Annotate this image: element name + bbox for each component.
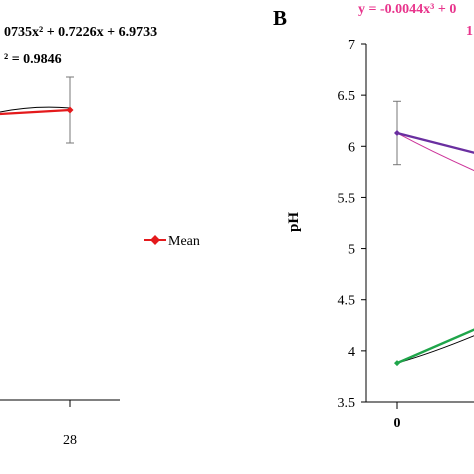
panel-a-r2: ² = 0.9846 bbox=[4, 52, 62, 67]
panel-b-y-tick-label: 3.5 bbox=[338, 396, 356, 411]
panel-b-y-ticks: 3.5 4 4.5 5 5.5 6 6.5 7 bbox=[338, 38, 366, 411]
panel-b-series-line-1 bbox=[396, 328, 474, 365]
panel-b-label: B bbox=[273, 6, 287, 30]
panel-b-y-axis-label: pH bbox=[286, 212, 302, 232]
panel-b-point-1-0 bbox=[394, 360, 400, 367]
panel-b-equation-line2: 1 bbox=[466, 24, 473, 39]
panel-a-trendline bbox=[0, 106, 71, 113]
panel-b-equation: y = -0.0044x³ + 0 bbox=[358, 2, 456, 17]
panel-b-trendline-0 bbox=[396, 132, 474, 172]
panel-a-series-line-mean bbox=[0, 108, 71, 116]
panel-b-y-tick-label: 6 bbox=[348, 140, 355, 155]
legend-marker-mean bbox=[150, 235, 160, 245]
panel-b-y-tick-label: 4.5 bbox=[338, 294, 356, 309]
panel-a-plot bbox=[0, 76, 74, 144]
panel-b-x-tick-label: 0 bbox=[394, 416, 401, 431]
panel-a-point-mean-28 bbox=[66, 106, 74, 114]
panel-b-y-tick-label: 5 bbox=[348, 243, 355, 258]
panel-a: 0735x² + 0.7226x + 6.9733 ² = 0.9846 28 … bbox=[0, 25, 200, 448]
panel-b-y-tick-label: 7 bbox=[348, 38, 355, 53]
legend-label-mean: Mean bbox=[168, 234, 200, 249]
panel-b-y-tick-label: 6.5 bbox=[338, 89, 356, 104]
panel-a-equation: 0735x² + 0.7226x + 6.9733 bbox=[4, 25, 157, 40]
panel-b-plot bbox=[393, 100, 474, 367]
panel-b-y-tick-label: 5.5 bbox=[338, 191, 356, 206]
panel-b-point-0-0 bbox=[394, 129, 400, 136]
panel-b-series-line-0 bbox=[396, 131, 474, 154]
panel-b: B y = -0.0044x³ + 0 1 pH 3.5 4 4.5 5 5.5 6 6.5… bbox=[273, 2, 474, 431]
panel-a-x-tick-label: 28 bbox=[63, 433, 77, 448]
panel-b-y-tick-label: 4 bbox=[348, 345, 355, 360]
panel-a-legend: Mean bbox=[144, 234, 200, 249]
